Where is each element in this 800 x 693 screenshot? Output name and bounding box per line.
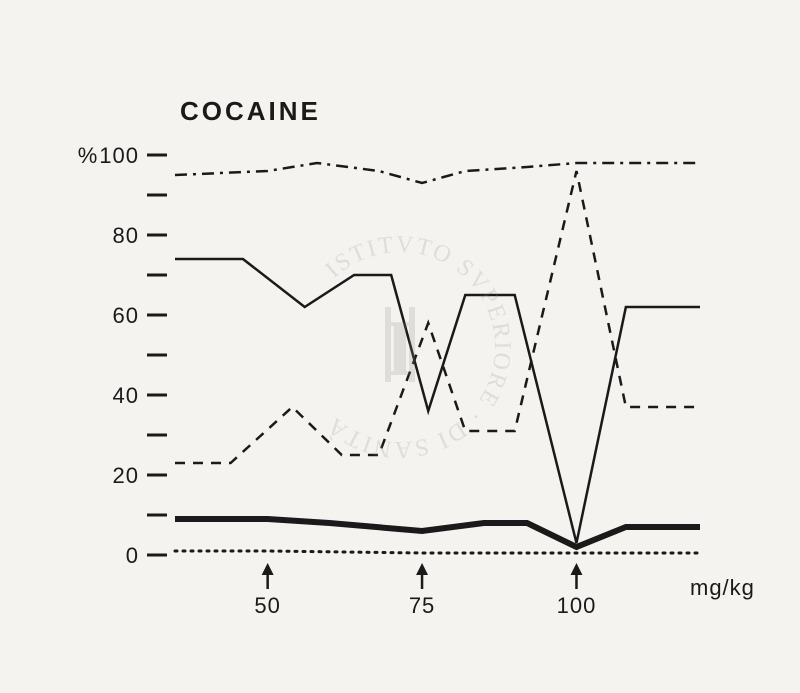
series-solid-thick: [175, 519, 700, 547]
line-chart: COCAINE% 0 20 40 60 80 100 50 75 100 mg/kg: [0, 0, 800, 693]
arrowhead-icon: [262, 563, 274, 575]
y-tick-label: 100: [99, 143, 139, 168]
y-tick-label: 80: [113, 223, 139, 248]
x-tick-label: 75: [409, 593, 435, 618]
x-axis-label: mg/kg: [690, 575, 755, 600]
series-dotted-bottom: [175, 551, 700, 553]
y-tick-label: 40: [113, 383, 139, 408]
y-tick-label: 60: [113, 303, 139, 328]
y-axis-label: %: [78, 143, 99, 168]
x-tick-label: 100: [557, 593, 597, 618]
chart-title: COCAINE: [180, 96, 321, 126]
series-solid-thin: [175, 259, 700, 543]
series-dashed: [175, 171, 700, 463]
y-tick-label: 20: [113, 463, 139, 488]
y-tick-label: 0: [126, 543, 139, 568]
chart-container: COCAINE%0204060801005075100mg/kg ISTITVT…: [0, 0, 800, 693]
arrowhead-icon: [416, 563, 428, 575]
arrowhead-icon: [570, 563, 582, 575]
x-tick-label: 50: [254, 593, 280, 618]
series-dashdot-top: [175, 163, 700, 183]
